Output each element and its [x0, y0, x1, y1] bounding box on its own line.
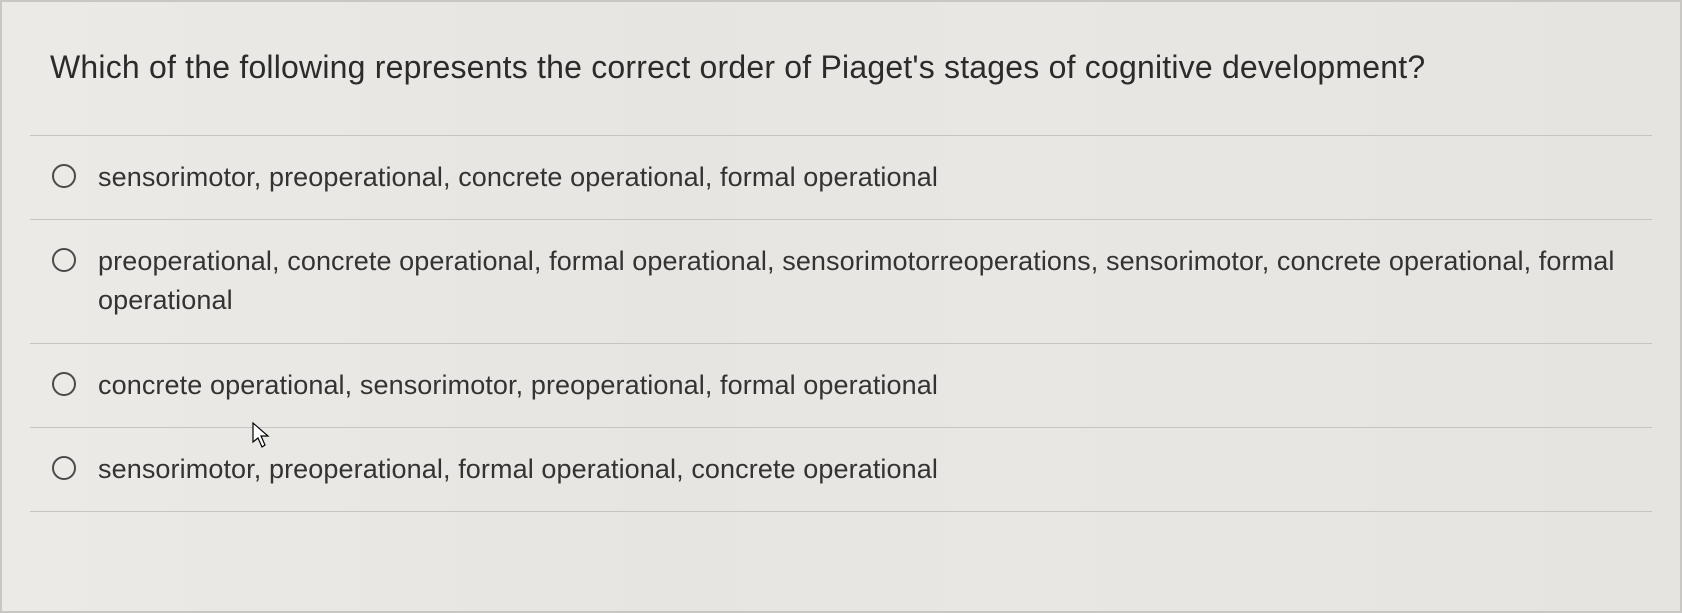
answer-option-label: sensorimotor, preoperational, formal ope… — [98, 450, 938, 489]
answer-option-4[interactable]: sensorimotor, preoperational, formal ope… — [30, 427, 1652, 512]
answer-option-label: sensorimotor, preoperational, concrete o… — [98, 158, 938, 197]
answer-option-1[interactable]: sensorimotor, preoperational, concrete o… — [30, 135, 1652, 219]
radio-icon[interactable] — [52, 372, 76, 396]
answer-options-list: sensorimotor, preoperational, concrete o… — [2, 135, 1680, 512]
radio-icon[interactable] — [52, 456, 76, 480]
answer-option-3[interactable]: concrete operational, sensorimotor, preo… — [30, 343, 1652, 427]
radio-icon[interactable] — [52, 248, 76, 272]
answer-option-label: concrete operational, sensorimotor, preo… — [98, 366, 938, 405]
answer-option-2[interactable]: preoperational, concrete operational, fo… — [30, 219, 1652, 342]
radio-icon[interactable] — [52, 164, 76, 188]
question-stem: Which of the following represents the co… — [2, 2, 1680, 135]
quiz-question-card: Which of the following represents the co… — [0, 0, 1682, 613]
answer-option-label: preoperational, concrete operational, fo… — [98, 242, 1630, 320]
